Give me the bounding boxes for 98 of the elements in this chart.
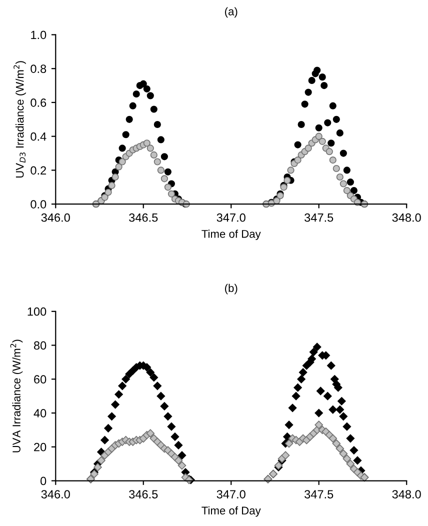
point [164, 184, 172, 191]
point [168, 190, 175, 198]
point [174, 456, 183, 465]
y-tick-label: 0.4 [30, 132, 46, 141]
point [324, 119, 332, 126]
point [332, 116, 340, 123]
point [146, 92, 154, 100]
point [118, 144, 126, 152]
point [118, 158, 126, 166]
point [154, 120, 161, 128]
point [320, 82, 328, 90]
point [336, 173, 344, 181]
x-tick-label: 346.0 [41, 213, 70, 222]
point [146, 429, 155, 438]
y-tick-label: 40 [34, 409, 46, 418]
point [314, 420, 324, 430]
y-tick-label: 20 [34, 442, 46, 452]
point [157, 136, 164, 144]
x-tick-label: 348.0 [392, 490, 421, 498]
point [318, 74, 326, 81]
y-tick-label: 0.8 [30, 64, 46, 73]
point [304, 144, 312, 152]
point [332, 164, 340, 172]
x-tick-label: 347.5 [304, 490, 334, 498]
y-tick-label: 1.0 [31, 30, 46, 40]
point [339, 450, 348, 458]
point [281, 451, 290, 460]
point [298, 120, 305, 128]
point [343, 166, 350, 174]
point [342, 454, 352, 463]
point [336, 444, 344, 453]
x-axis-title: Time of Day [202, 506, 261, 517]
x-axis-title: Time of Day [202, 230, 261, 240]
point [129, 102, 136, 110]
point [126, 116, 133, 123]
point [329, 156, 336, 164]
point [308, 76, 316, 84]
point [178, 461, 186, 470]
point [328, 434, 338, 443]
point [160, 153, 168, 160]
x-tick-label: 347.5 [304, 213, 334, 222]
chart-title: (b) [225, 284, 238, 294]
point [346, 460, 355, 468]
point [97, 456, 106, 465]
y-tick-label: 100 [28, 307, 46, 316]
point [146, 144, 154, 152]
point [326, 148, 333, 156]
x-tick-label: 348.0 [392, 213, 421, 222]
point [304, 88, 312, 96]
y-tick-label: 0.6 [30, 98, 46, 107]
chart-title: (a) [225, 7, 238, 18]
point [332, 439, 341, 448]
point [336, 129, 344, 136]
point [346, 178, 354, 186]
y-axis-title: UV$_{D3}$ Irradiance (W/m$^{2}$) [14, 61, 26, 178]
x-tick-label: 346.5 [129, 213, 158, 222]
point [328, 140, 335, 147]
point [284, 439, 294, 448]
point [350, 186, 358, 194]
point [287, 166, 294, 174]
point [343, 186, 350, 194]
point [294, 141, 302, 148]
y-axis-title: UVA Irradiance (W/m$^{2}$) [10, 340, 23, 452]
point [340, 180, 347, 188]
point [154, 158, 161, 166]
point [340, 150, 347, 157]
point [164, 168, 172, 176]
point [160, 175, 168, 182]
point [143, 140, 150, 147]
point [301, 100, 308, 108]
x-tick-label: 346.0 [41, 490, 70, 498]
y-tick-label: 0 [40, 476, 46, 486]
point [157, 166, 164, 174]
point [94, 463, 102, 472]
x-tick-label: 347.0 [216, 490, 246, 498]
point [140, 80, 147, 88]
point [315, 132, 322, 140]
point [132, 90, 140, 98]
point [314, 66, 321, 74]
x-tick-label: 347.0 [216, 213, 246, 222]
point [315, 124, 322, 132]
point [294, 156, 302, 164]
point [284, 176, 291, 184]
point [108, 182, 116, 189]
point [122, 131, 130, 138]
point [150, 106, 158, 113]
x-tick-label: 346.5 [129, 490, 158, 498]
y-tick-label: 0.2 [30, 166, 46, 175]
point [318, 138, 326, 145]
point [143, 85, 150, 92]
point [115, 163, 122, 170]
point [112, 173, 119, 181]
y-tick-label: 80 [34, 341, 46, 350]
y-tick-label: 0.0 [30, 200, 46, 208]
point [104, 188, 112, 196]
y-tick-label: 60 [34, 375, 46, 384]
point [150, 151, 158, 159]
point [329, 102, 336, 110]
